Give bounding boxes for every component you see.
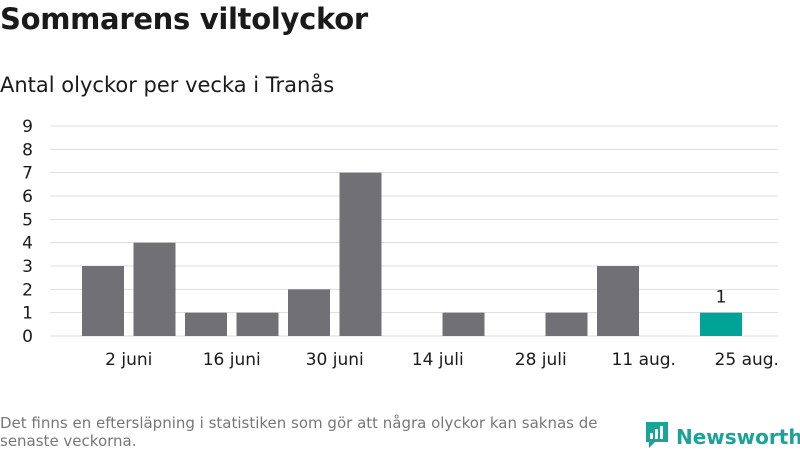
data-labels: 1 — [716, 288, 727, 308]
bars — [82, 172, 742, 336]
bar — [339, 172, 382, 336]
y-tick-label: 8 — [22, 140, 33, 160]
y-tick-label: 0 — [22, 327, 33, 347]
bar — [700, 312, 742, 336]
x-tick-label: 2 juni — [105, 350, 152, 370]
bar — [545, 312, 588, 336]
chart-subtitle: Antal olyckor per vecka i Tranås — [0, 73, 335, 97]
x-tick-label: 30 juni — [306, 350, 364, 370]
bar — [597, 266, 639, 336]
bar — [442, 312, 485, 336]
y-tick-label: 5 — [22, 210, 33, 230]
bar-chart-bubble-icon — [644, 420, 670, 454]
x-tick-label: 28 juli — [515, 350, 567, 370]
data-label: 1 — [716, 288, 727, 308]
x-tick-label: 11 aug. — [612, 350, 676, 370]
bar — [82, 266, 124, 336]
bar-chart: 0 1 2 3 4 5 6 7 8 9 2 juni 16 juni 30 juni 14 juli 28… — [22, 117, 779, 370]
x-axis: 2 juni 16 juni 30 juni 14 juli 28 juli 11 aug… — [105, 350, 779, 370]
y-tick-label: 9 — [22, 117, 33, 137]
footnote: Det finns en eftersläpning i statistiken… — [0, 414, 598, 450]
x-tick-label: 14 juli — [412, 350, 464, 370]
y-tick-label: 4 — [22, 234, 33, 254]
y-axis: 0 1 2 3 4 5 6 7 8 9 — [22, 117, 33, 347]
y-tick-label: 3 — [22, 257, 33, 277]
y-tick-label: 1 — [22, 304, 33, 324]
bar — [236, 312, 279, 336]
x-tick-label: 16 juni — [203, 350, 261, 370]
y-tick-label: 6 — [22, 187, 33, 207]
brand-name: Newsworthy — [676, 425, 800, 449]
x-tick-label: 25 aug. — [715, 350, 779, 370]
bar — [185, 312, 227, 336]
bar — [288, 289, 330, 336]
y-tick-label: 7 — [22, 164, 33, 184]
y-tick-label: 2 — [22, 280, 33, 300]
brand-logo: Newsworthy — [644, 420, 800, 454]
chart-title: Sommarens viltolyckor — [0, 2, 368, 36]
bar — [133, 242, 176, 336]
